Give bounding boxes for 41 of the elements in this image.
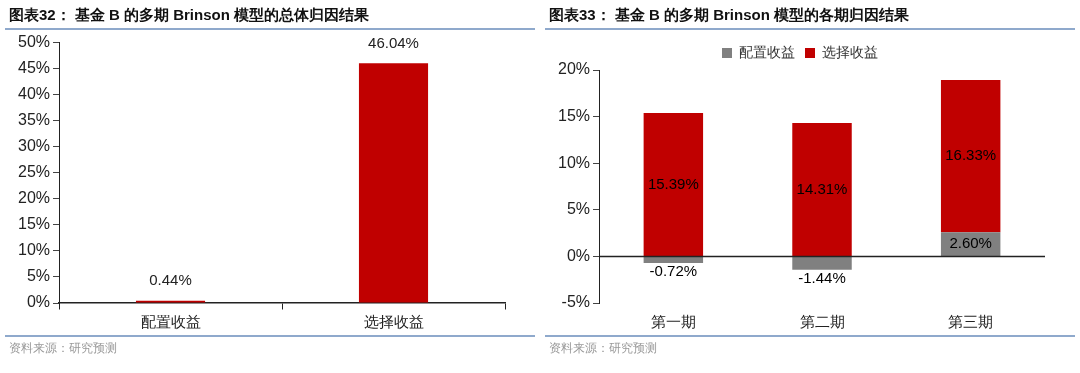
data-label: 15.39% xyxy=(647,174,699,192)
bar xyxy=(792,123,852,256)
data-label: 0.44% xyxy=(149,271,192,289)
y-tick-label: 0% xyxy=(26,293,51,311)
text: 资料来源：研究预测 xyxy=(549,340,658,357)
y-tick-label: 20% xyxy=(557,60,591,78)
y-tick-label: -5% xyxy=(561,293,591,311)
y-tick-label: 25% xyxy=(17,163,51,181)
data-label: 16.33% xyxy=(945,146,997,164)
bar xyxy=(940,79,1001,233)
x-tick-label: 第一期 xyxy=(650,313,696,331)
x-tick-label: 选择收益 xyxy=(363,313,424,331)
y-tick-label: 30% xyxy=(17,137,51,155)
bar xyxy=(792,256,852,270)
y-tick-label: 40% xyxy=(17,85,51,103)
data-label: -0.72% xyxy=(649,262,698,280)
y-tick-label: 10% xyxy=(17,241,51,259)
y-tick-label: 15% xyxy=(17,215,51,233)
data-label: 14.31% xyxy=(796,179,848,197)
y-tick-label: 20% xyxy=(17,189,51,207)
y-tick-label: 10% xyxy=(557,153,591,171)
y-tick-label: 5% xyxy=(566,200,591,218)
chart-title: 图表33： 基金 B 的多期 Brinson 模型的各期归因结果 xyxy=(545,2,1075,30)
y-tick-label: 35% xyxy=(17,111,51,129)
y-tick-label: 50% xyxy=(17,33,51,51)
data-label: 46.04% xyxy=(368,33,419,51)
x-tick-label: 第三期 xyxy=(948,313,994,331)
x-tick-label: 配置收益 xyxy=(140,313,201,331)
data-label: 2.60% xyxy=(949,234,992,252)
y-tick-label: 0% xyxy=(566,246,591,264)
y-tick-label: 15% xyxy=(557,107,591,125)
text: 资料来源：研究预测 xyxy=(9,340,118,357)
y-tick-label: 5% xyxy=(26,267,51,285)
data-label: -1.44% xyxy=(798,268,846,286)
chart-title: 图表32： 基金 B 的多期 Brinson 模型的总体归因结果 xyxy=(5,2,535,30)
legend-label: 选择收益 xyxy=(822,43,878,60)
x-tick-label: 第二期 xyxy=(799,313,845,331)
y-tick-label: 45% xyxy=(17,59,51,77)
bar xyxy=(643,256,704,264)
bar xyxy=(643,112,704,256)
legend-label: 配置收益 xyxy=(739,43,795,60)
